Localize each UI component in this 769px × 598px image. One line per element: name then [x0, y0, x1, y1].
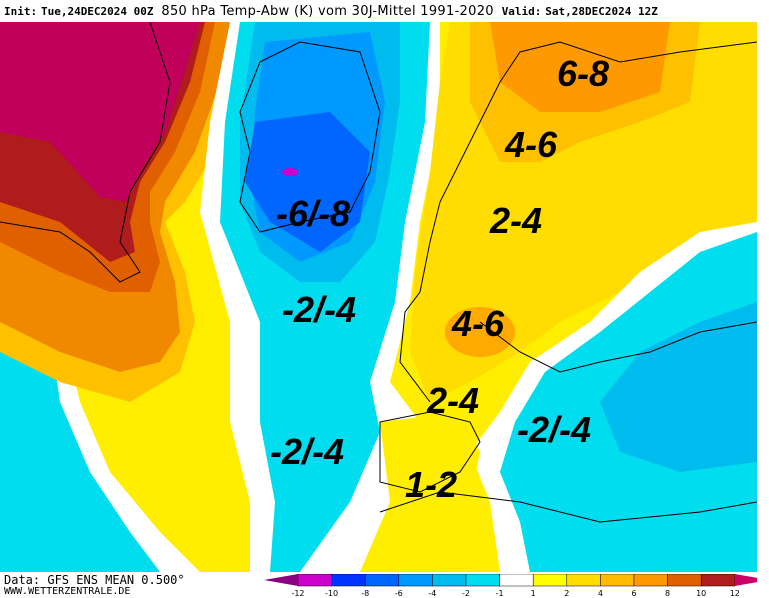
map-label: 4-6	[505, 124, 558, 165]
map-label: -2/-4	[270, 431, 345, 472]
legend-tick-label: 6	[631, 589, 636, 598]
website-link[interactable]: WWW.WETTERZENTRALE.DE	[4, 586, 131, 597]
legend-swatch	[532, 574, 568, 587]
map-label: -6/-8	[276, 193, 351, 234]
map-title: 850 hPa Temp-Abw (K) vom 30J-Mittel 1991…	[161, 4, 494, 19]
legend-swatch	[499, 574, 534, 587]
legend-swatch	[364, 574, 400, 587]
map-header: Init: Tue,24DEC2024 00Z 850 hPa Temp-Abw…	[4, 4, 658, 20]
legend-swatch	[432, 574, 467, 587]
map-label: -2/-4	[517, 409, 592, 450]
legend-tick-label: -6	[395, 589, 403, 598]
legend-arrow-low	[264, 574, 298, 586]
legend-swatch	[667, 574, 702, 587]
legend-tick-label: -1	[496, 589, 504, 598]
legend-tick-label: 10	[696, 589, 706, 598]
init-time: Tue,24DEC2024 00Z	[40, 5, 154, 18]
valid-label: Valid:	[501, 5, 542, 18]
legend-swatch	[297, 574, 332, 587]
anomaly-region-greenland-peak	[282, 168, 298, 176]
map-label: 1-2	[405, 464, 458, 505]
data-source: Data: GFS ENS MEAN 0.500°	[4, 573, 185, 587]
legend-tick-label: -12	[291, 589, 304, 598]
legend-swatch	[465, 574, 500, 587]
legend-tick-label: 8	[665, 589, 670, 598]
legend-tick-label: 12	[730, 589, 740, 598]
color-legend: -12 -10 -8 -6 -4 -2 -1 1 2 4 6 8 10 12	[264, 574, 757, 598]
legend-tick-label: -10	[325, 589, 338, 598]
anomaly-region-colder-southeast	[600, 302, 757, 472]
legend-swatch	[566, 574, 601, 587]
legend-tick-label: -8	[361, 589, 369, 598]
map-label: 6-8	[557, 53, 610, 94]
legend-swatch	[600, 574, 635, 587]
legend-swatch	[633, 574, 668, 587]
anomaly-region-central-europe	[445, 307, 515, 357]
map-label: 2-4	[490, 200, 543, 241]
legend-arrow-high	[734, 574, 757, 586]
init-label: Init:	[4, 5, 38, 18]
coastlines	[0, 22, 757, 523]
map-label: 4-6	[452, 303, 505, 344]
anomaly-region-scandinavia-hot	[490, 22, 670, 112]
temperature-anomaly-map	[0, 22, 757, 572]
map-label: -2/-4	[282, 289, 357, 330]
legend-tick-label: -4	[428, 589, 436, 598]
legend-swatch	[700, 574, 736, 587]
legend-swatch	[331, 574, 366, 587]
legend-tick-label: 4	[598, 589, 603, 598]
legend-tick-label: -2	[462, 589, 470, 598]
legend-swatch	[398, 574, 433, 587]
map-label: 2-4	[427, 380, 480, 421]
anomaly-region-greenland-colder	[245, 112, 370, 252]
legend-tick-label: 2	[564, 589, 569, 598]
anomaly-region-extreme-hot	[0, 22, 200, 202]
legend-tick-label: 1	[531, 589, 536, 598]
valid-time: Sat,28DEC2024 12Z	[545, 5, 658, 18]
